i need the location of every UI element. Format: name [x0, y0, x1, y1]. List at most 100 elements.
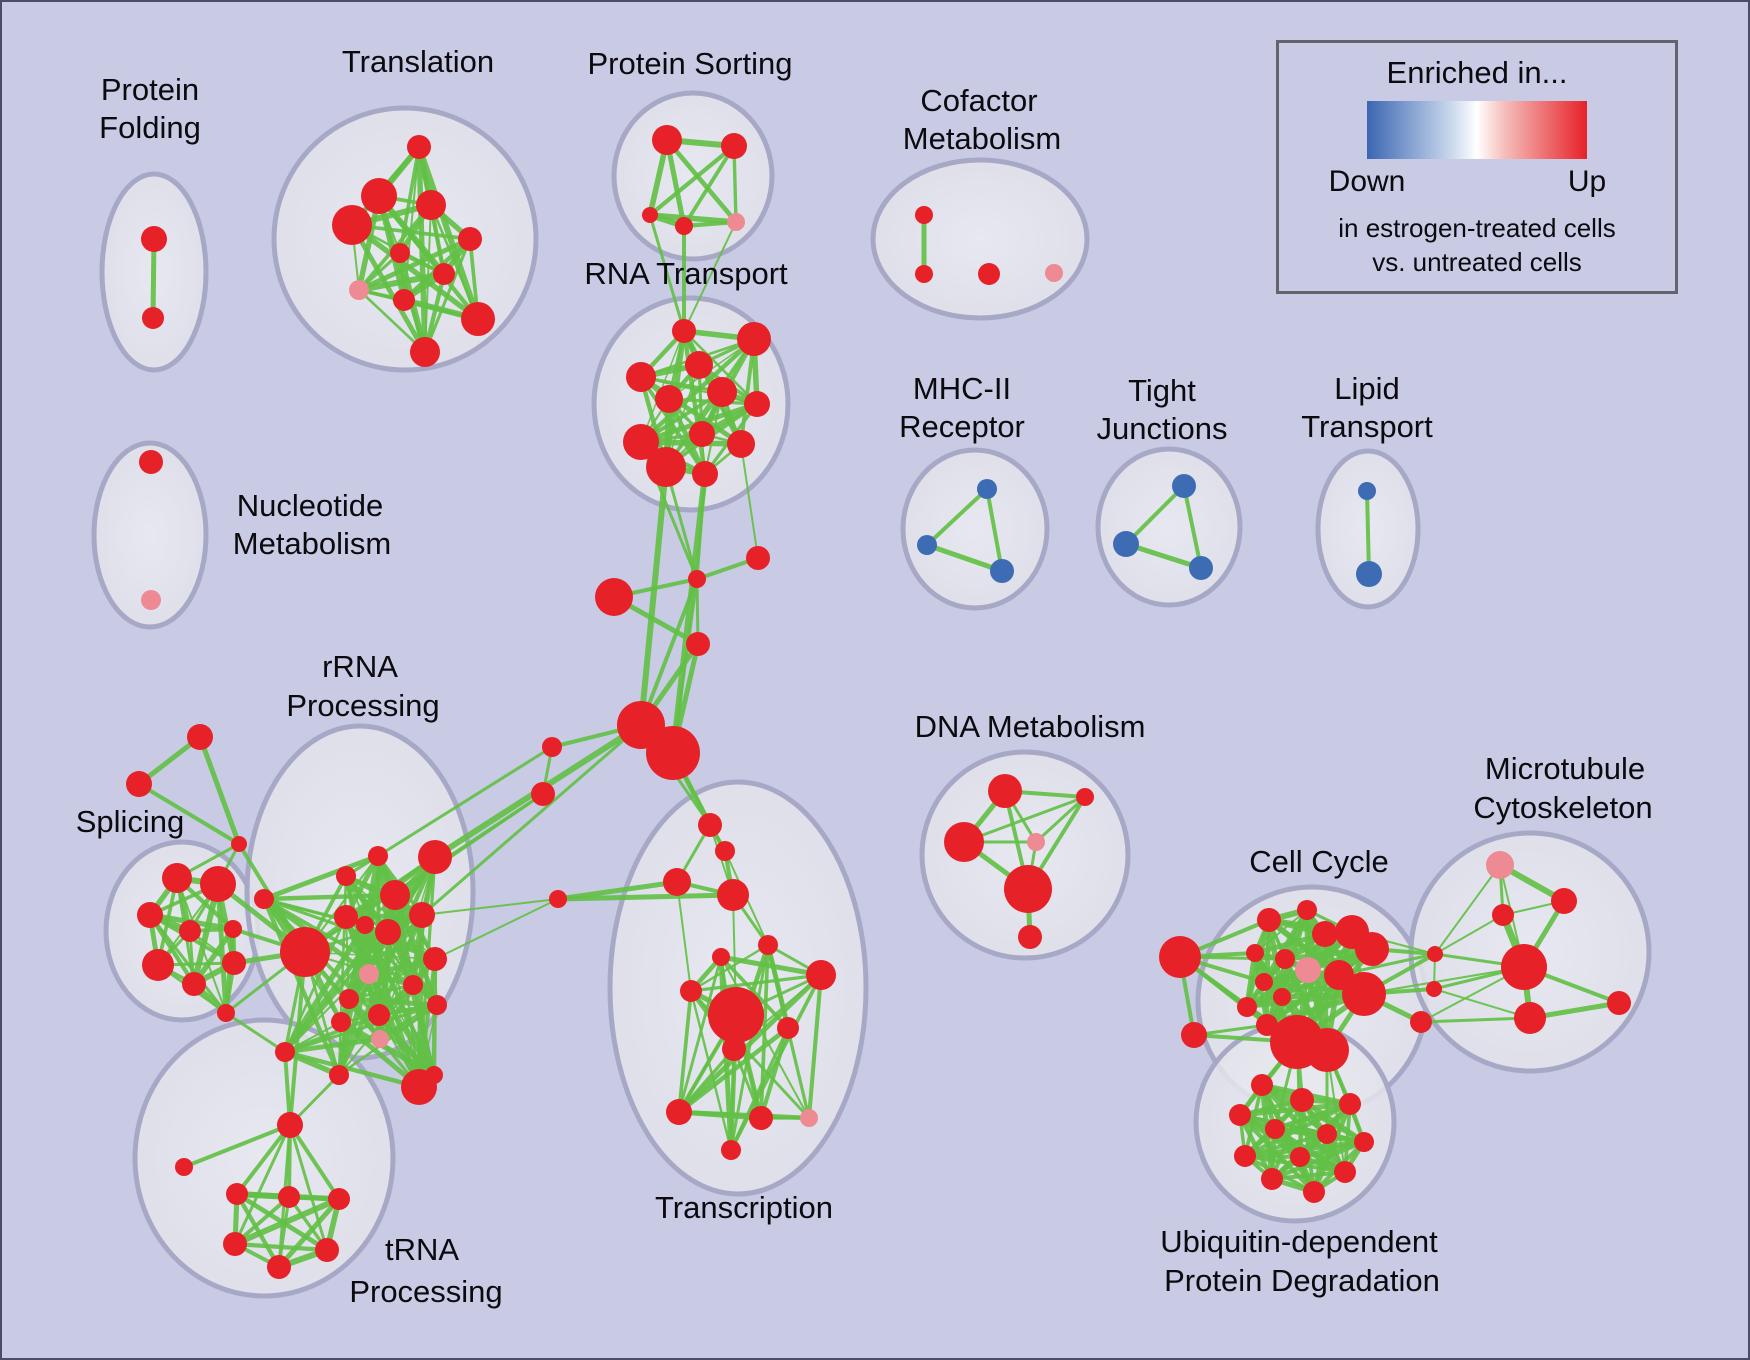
legend-up-label: Up: [1567, 165, 1607, 198]
network-node: [737, 322, 771, 356]
cluster-ellipse-translation: [271, 105, 539, 373]
node-layer: [126, 125, 1631, 1279]
network-node: [1295, 957, 1321, 983]
cluster-label-sorting: Protein Sorting: [587, 46, 792, 81]
network-edge: [288, 1123, 341, 1201]
network-edge: [718, 954, 824, 978]
network-node: [1355, 932, 1389, 966]
cluster-label-protein-folding: Protein: [101, 72, 199, 107]
legend-title: Enriched in...: [1386, 55, 1568, 90]
cluster-ellipse-tight: [1095, 446, 1243, 608]
network-edge: [434, 898, 559, 960]
network-node: [390, 243, 410, 263]
network-edge: [647, 212, 739, 225]
network-node: [1354, 1132, 1374, 1152]
network-edge: [283, 1003, 439, 1054]
network-node: [915, 265, 933, 283]
network-edge: [689, 973, 823, 993]
network-edge: [1269, 1169, 1348, 1182]
network-node: [162, 863, 192, 893]
network-node: [1159, 936, 1201, 978]
network-node: [944, 822, 984, 862]
network-edge: [1182, 484, 1203, 570]
network-edge: [282, 1049, 422, 1090]
network-node: [416, 190, 446, 220]
network-node: [977, 479, 997, 499]
cluster-label-rrna: rRNA: [322, 649, 398, 684]
network-node: [1181, 1022, 1207, 1048]
network-node: [1246, 944, 1264, 962]
cluster-label-dna: DNA Metabolism: [915, 709, 1146, 744]
network-edge: [682, 144, 736, 228]
network-edge: [197, 734, 242, 847]
cluster-ellipse-sorting: [611, 90, 775, 262]
network-node: [226, 1183, 248, 1205]
network-node: [179, 920, 201, 942]
network-edge: [420, 723, 643, 917]
network-node: [626, 362, 656, 392]
cluster-label-protein-folding: Folding: [99, 110, 201, 145]
network-node: [1334, 1161, 1356, 1183]
network-node: [685, 351, 713, 379]
network-node: [423, 947, 447, 971]
legend: Enriched in... Down Up in estrogen-treat…: [1276, 40, 1678, 294]
network-node: [328, 1188, 350, 1210]
network-node: [715, 841, 735, 861]
network-node: [329, 1065, 349, 1085]
network-edge: [349, 222, 481, 322]
network-edge: [1365, 489, 1371, 576]
network-edge: [1419, 1016, 1532, 1024]
network-node: [1305, 1028, 1349, 1072]
network-node: [722, 1037, 746, 1061]
network-node: [371, 1030, 389, 1048]
network-node: [458, 227, 482, 251]
network-node: [1275, 949, 1295, 969]
network-edge: [677, 1047, 736, 1114]
network-edge: [276, 1196, 342, 1270]
network-node: [1251, 1074, 1273, 1096]
network-edge: [1123, 541, 1204, 571]
network-edge: [638, 464, 669, 728]
network-node: [1027, 833, 1045, 851]
network-node: [277, 1112, 303, 1138]
network-node: [1501, 944, 1547, 990]
network-node: [692, 461, 718, 487]
network-edge: [234, 1191, 282, 1270]
network-edge: [347, 957, 437, 1001]
network-node: [141, 226, 167, 252]
network-node: [1265, 1119, 1285, 1139]
network-node: [315, 1238, 339, 1262]
network-node: [1261, 1168, 1283, 1190]
network-node: [187, 724, 213, 750]
network-edge: [648, 213, 686, 333]
network-node: [1255, 973, 1273, 991]
network-node: [1076, 788, 1094, 806]
network-node: [278, 1186, 300, 1208]
network-node: [642, 207, 658, 223]
network-edge: [232, 1196, 342, 1247]
network-node: [672, 319, 696, 343]
network-edge: [288, 1123, 329, 1252]
network-edge: [282, 1036, 383, 1055]
network-node: [727, 213, 745, 231]
network-node: [688, 570, 706, 588]
cluster-label-translation: Translation: [342, 44, 494, 79]
network-node: [1045, 264, 1063, 282]
network-node: [663, 868, 691, 896]
cluster-label-ubiquitin: Protein Degradation: [1164, 1263, 1440, 1298]
network-edge: [356, 271, 447, 293]
network-node: [223, 1232, 247, 1256]
network-node: [1312, 921, 1338, 947]
network-edge: [555, 892, 736, 902]
network-edge: [288, 950, 307, 1127]
network-edge: [137, 782, 241, 846]
network-edge: [676, 881, 692, 992]
network-node: [549, 890, 567, 908]
network-edge: [758, 1025, 791, 1121]
network-node: [1514, 1002, 1546, 1034]
network-node: [361, 178, 397, 214]
legend-caption-line1: in estrogen-treated cells: [1338, 213, 1616, 243]
network-node: [254, 889, 274, 909]
network-node: [222, 951, 246, 975]
